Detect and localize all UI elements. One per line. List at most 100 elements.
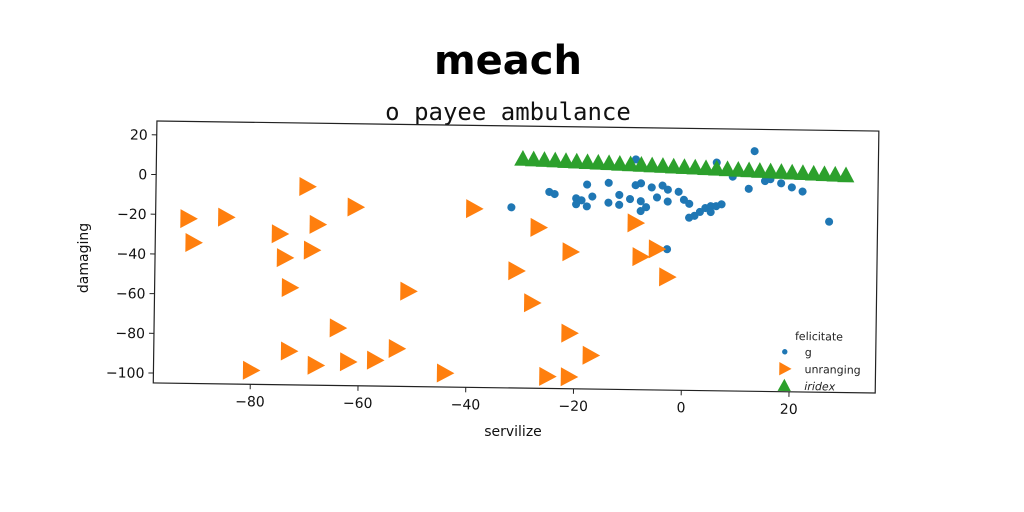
- point-iridex: [697, 159, 715, 176]
- point-unranging: [309, 214, 328, 234]
- point-unranging: [347, 197, 366, 217]
- point-iridex: [632, 156, 650, 172]
- legend-label-iridex: iridex: [804, 380, 836, 393]
- point-iridex: [600, 154, 618, 171]
- point-iridex: [772, 163, 790, 180]
- legend-items: g unranging iridex: [777, 346, 861, 393]
- point-unranging: [436, 363, 455, 383]
- chart-legend: felicitate g unranging iridex: [777, 330, 861, 393]
- point-unranging: [185, 232, 203, 252]
- point-g: [652, 193, 662, 202]
- point-unranging: [560, 367, 579, 387]
- point-g: [625, 194, 635, 204]
- point-unranging: [508, 261, 526, 281]
- point-unranging: [303, 240, 322, 260]
- point-iridex: [589, 153, 607, 170]
- point-g: [636, 179, 646, 188]
- point-unranging: [648, 239, 667, 259]
- point-unranging: [339, 352, 358, 372]
- point-g: [825, 217, 834, 226]
- point-iridex: [815, 165, 833, 182]
- point-iridex: [675, 158, 693, 175]
- point-g: [798, 187, 807, 196]
- point-g: [604, 198, 613, 207]
- point-iridex: [546, 151, 564, 168]
- point-g: [663, 185, 672, 194]
- legend-marker-iridex: [777, 378, 791, 392]
- y-tick-label: 20: [130, 127, 148, 143]
- point-iridex: [740, 161, 758, 178]
- point-iridex: [804, 164, 823, 181]
- point-iridex: [783, 163, 801, 180]
- point-iridex: [557, 152, 575, 169]
- plot-frame: [152, 120, 880, 394]
- point-unranging: [307, 355, 326, 375]
- point-unranging: [539, 366, 557, 386]
- point-unranging: [280, 341, 299, 361]
- point-unranging: [562, 242, 581, 262]
- point-g: [636, 197, 645, 206]
- point-iridex: [837, 166, 855, 183]
- point-g: [663, 197, 672, 206]
- point-g: [744, 184, 753, 193]
- x-tick-label: −80: [235, 394, 265, 410]
- point-unranging: [632, 247, 651, 267]
- point-iridex: [664, 157, 683, 174]
- legend-marker-unranging: [779, 362, 792, 376]
- point-iridex: [718, 160, 736, 177]
- point-g: [717, 200, 726, 209]
- point-unranging: [218, 207, 236, 227]
- point-iridex: [643, 156, 661, 173]
- point-g: [787, 183, 796, 192]
- point-g: [647, 183, 656, 192]
- x-axis-label: servilize: [484, 424, 542, 440]
- point-unranging: [400, 281, 418, 301]
- point-iridex: [611, 154, 629, 171]
- point-g: [663, 245, 672, 254]
- point-iridex: [621, 155, 639, 172]
- y-tick-label: −40: [116, 246, 146, 262]
- point-iridex: [751, 162, 769, 178]
- point-unranging: [366, 350, 385, 370]
- y-tick-label: −100: [106, 365, 145, 382]
- point-unranging: [242, 360, 261, 380]
- x-tick-label: −40: [451, 397, 481, 413]
- point-iridex: [524, 150, 543, 167]
- point-iridex: [514, 150, 532, 166]
- point-iridex: [826, 165, 844, 182]
- point-g: [583, 180, 592, 189]
- point-iridex: [535, 151, 553, 167]
- point-unranging: [180, 209, 198, 229]
- point-g: [631, 155, 641, 164]
- point-g: [750, 147, 759, 156]
- y-tick-label: 0: [138, 167, 147, 183]
- point-g: [685, 199, 694, 208]
- point-g: [642, 203, 651, 212]
- point-unranging: [271, 224, 290, 244]
- legend-marker-g: [782, 349, 788, 355]
- chart-title: meach: [434, 38, 582, 84]
- point-unranging: [299, 176, 317, 196]
- x-tick-label: −20: [558, 399, 588, 415]
- y-tick-label: −20: [117, 207, 147, 223]
- point-iridex: [686, 158, 704, 175]
- point-unranging: [523, 293, 542, 313]
- x-tick-label: −60: [343, 396, 373, 412]
- legend-title: felicitate: [795, 330, 843, 344]
- point-iridex: [578, 153, 596, 170]
- point-unranging: [466, 199, 484, 219]
- y-tick-label: −80: [115, 326, 145, 342]
- point-unranging: [388, 339, 407, 359]
- point-unranging: [582, 345, 601, 365]
- point-unranging: [329, 318, 348, 338]
- point-g: [777, 179, 786, 188]
- point-g: [550, 189, 559, 199]
- x-tick-label: 0: [676, 400, 685, 416]
- x-tick-label: 20: [780, 402, 798, 418]
- point-g: [577, 196, 586, 205]
- point-g: [507, 203, 516, 212]
- point-iridex: [761, 162, 779, 179]
- plot-area: −80 −60 −40 −20 0 20 20 0 −20 −40 −60 −80 −100 felic…: [106, 120, 880, 418]
- point-g: [706, 208, 715, 217]
- y-tick-label: −60: [116, 286, 146, 302]
